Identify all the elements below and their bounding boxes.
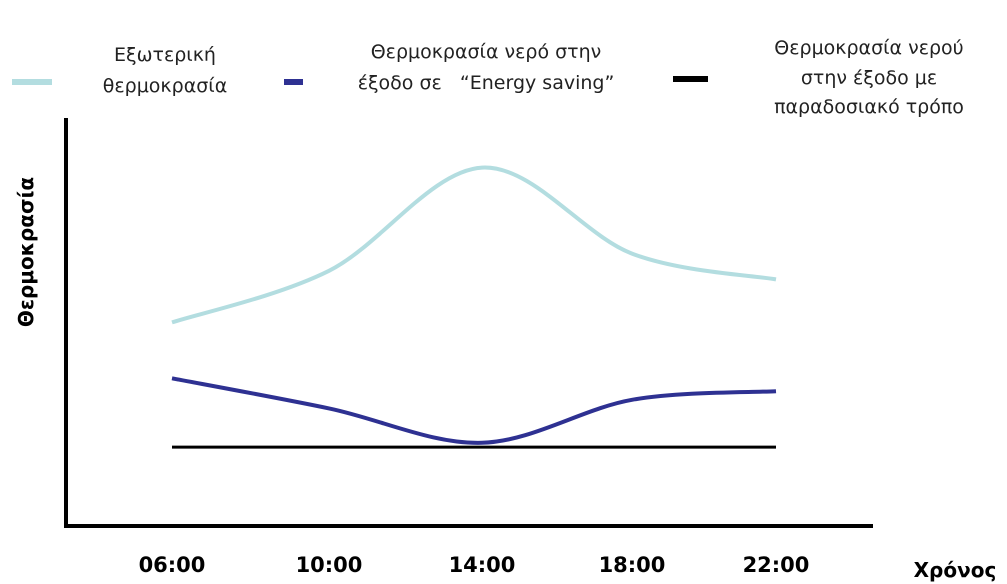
legend-item-3: Θερμοκρασία νερού στην έξοδο με παραδοσιακ… [673,37,964,118]
series-line-1 [171,165,777,325]
x-tick-label: 18:00 [599,553,666,577]
legend-label: θερμοκρασία [103,75,227,97]
legend: Εξωτερική θερμοκρασία Θερμοκρασία νερό στη… [12,37,964,118]
x-tick-labels: 06:00 10:00 14:00 18:00 22:00 [139,553,810,577]
legend-item-2: Θερμοκρασία νερό στην έξοδο σε “Energy sa… [284,41,614,94]
legend-label: στην έξοδο με [801,67,937,89]
series-lines [171,165,777,449]
y-axis-title: Θερμοκρασία [14,177,38,327]
legend-label: Θερμοκρασία νερό στην [371,41,602,63]
legend-label: παραδοσιακό τρόπο [774,96,964,118]
legend-label: έξοδο σε “Energy saving” [358,72,615,94]
x-tick-label: 10:00 [296,553,363,577]
x-tick-label: 06:00 [139,553,206,577]
axes: Θερμοκρασία Χρόνος [14,118,996,582]
series-line-2 [171,376,777,445]
legend-label: Εξωτερική [114,44,216,66]
x-axis-title: Χρόνος [914,558,997,582]
x-tick-label: 22:00 [743,553,810,577]
x-tick-label: 14:00 [449,553,516,577]
legend-label: Θερμοκρασία νερού [774,37,963,59]
legend-item-1: Εξωτερική θερμοκρασία [12,44,227,97]
